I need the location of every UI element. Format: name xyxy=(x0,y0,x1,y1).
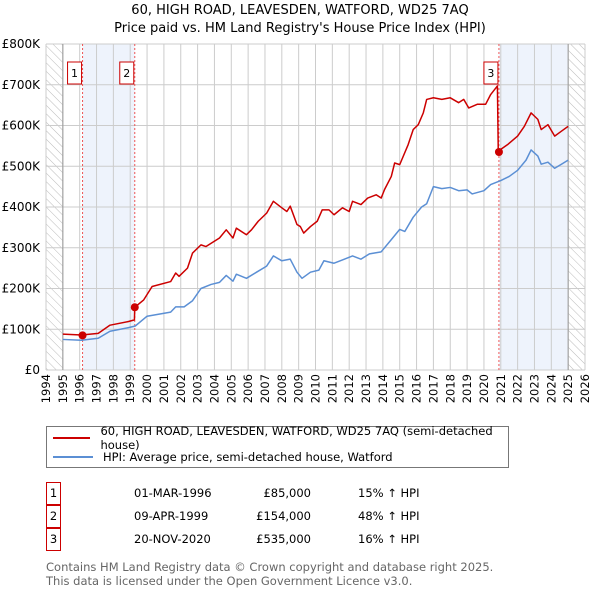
x-tick-label: 2018 xyxy=(443,374,457,403)
legend-label: HPI: Average price, semi-detached house,… xyxy=(103,450,393,464)
sale-hpi: 48% ↑ HPI xyxy=(358,509,420,523)
x-tick-label: 2015 xyxy=(393,374,407,403)
y-tick-label: £800K xyxy=(2,37,42,51)
sale-date: 01-MAR-1996 xyxy=(134,486,212,500)
sale-hpi: 15% ↑ HPI xyxy=(358,486,420,500)
x-tick-label: 2022 xyxy=(511,374,525,403)
sale-row: 1 01-MAR-1996 £85,000 15% ↑ HPI xyxy=(46,482,446,505)
sale-marker-label: 2 xyxy=(46,505,61,528)
hpi-line xyxy=(62,149,569,342)
x-tick-label: 1998 xyxy=(106,374,120,403)
x-tick-label: 2000 xyxy=(140,374,154,403)
x-tick-label: 2025 xyxy=(561,374,575,403)
y-tick-label: £500K xyxy=(2,159,42,173)
x-tick-label: 2026 xyxy=(578,374,592,403)
footer-line: This data is licensed under the Open Gov… xyxy=(46,574,413,588)
sale-label-rect xyxy=(483,61,499,85)
sale-point xyxy=(130,303,139,312)
sale-label-box: 1 xyxy=(67,61,83,85)
x-tick-label: 2001 xyxy=(157,374,171,403)
y-tick-label: £400K xyxy=(2,200,42,214)
sale-label-box: 3 xyxy=(483,61,499,85)
sale-label-rect xyxy=(67,61,83,85)
x-tick-label: 2009 xyxy=(292,374,306,403)
sale-point xyxy=(494,147,503,156)
footer-line: Contains HM Land Registry data © Crown c… xyxy=(46,560,494,574)
x-tick-label: 2010 xyxy=(309,374,323,403)
y-tick-label: £100K xyxy=(2,322,42,336)
x-tick-label: 2014 xyxy=(376,374,390,403)
y-tick-label: £200K xyxy=(2,282,42,296)
sale-price: £154,000 xyxy=(256,509,311,523)
x-tick-label: 1999 xyxy=(123,374,137,403)
x-tick-label: 1995 xyxy=(56,374,70,403)
sale-point xyxy=(78,331,87,340)
x-tick-label: 2013 xyxy=(359,374,373,403)
y-tick-label: £600K xyxy=(2,119,42,133)
x-tick-label: 2024 xyxy=(544,374,558,403)
x-tick-label: 2020 xyxy=(477,374,491,403)
sale-date: 20-NOV-2020 xyxy=(134,532,211,546)
price-paid-line xyxy=(62,85,569,336)
x-tick-label: 2012 xyxy=(342,374,356,403)
x-tick-label: 2016 xyxy=(410,374,424,403)
sale-label-rect xyxy=(119,61,135,85)
footer-attribution: Contains HM Land Registry data © Crown c… xyxy=(46,560,493,588)
legend: 60, HIGH ROAD, LEAVESDEN, WATFORD, WD25 … xyxy=(46,424,509,468)
sale-hpi: 16% ↑ HPI xyxy=(358,532,420,546)
x-tick-label: 2005 xyxy=(224,374,238,403)
x-tick-label: 2017 xyxy=(426,374,440,403)
x-tick-label: 2011 xyxy=(325,374,339,403)
legend-item-property: 60, HIGH ROAD, LEAVESDEN, WATFORD, WD25 … xyxy=(53,424,508,452)
legend-item-hpi: HPI: Average price, semi-detached house,… xyxy=(53,448,393,466)
sale-price: £85,000 xyxy=(263,486,311,500)
sale-marker-label: 3 xyxy=(46,528,61,551)
sale-marker-label: 1 xyxy=(46,482,61,505)
x-tick-label: 2008 xyxy=(275,374,289,403)
x-tick-label: 2004 xyxy=(207,374,221,403)
legend-swatch-blue xyxy=(53,456,93,458)
x-tick-label: 2019 xyxy=(460,374,474,403)
x-tick-label: 1994 xyxy=(39,374,53,403)
y-tick-label: £0 xyxy=(25,363,40,377)
sale-row: 2 09-APR-1999 £154,000 48% ↑ HPI xyxy=(46,505,446,528)
sale-date: 09-APR-1999 xyxy=(134,509,209,523)
sale-label-text: 1 xyxy=(71,67,78,80)
sale-label-text: 2 xyxy=(123,67,130,80)
x-tick-label: 2007 xyxy=(258,374,272,403)
x-tick-label: 2003 xyxy=(191,374,205,403)
sale-row: 3 20-NOV-2020 £535,000 16% ↑ HPI xyxy=(46,528,446,551)
chart-title: 60, HIGH ROAD, LEAVESDEN, WATFORD, WD25 … xyxy=(131,3,469,18)
x-tick-label: 2021 xyxy=(494,374,508,403)
sale-label-box: 2 xyxy=(119,61,135,85)
legend-swatch-red xyxy=(53,437,91,439)
y-tick-label: £300K xyxy=(2,241,42,255)
x-tick-label: 1996 xyxy=(73,374,87,403)
chart-subtitle: Price paid vs. HM Land Registry's House … xyxy=(114,21,486,36)
y-tick-label: £700K xyxy=(2,78,42,92)
x-tick-label: 1997 xyxy=(90,374,104,403)
x-tick-label: 2002 xyxy=(174,374,188,403)
legend-label: 60, HIGH ROAD, LEAVESDEN, WATFORD, WD25 … xyxy=(100,424,493,452)
sale-label-text: 3 xyxy=(487,67,494,80)
x-tick-label: 2023 xyxy=(527,374,541,403)
sale-price: £535,000 xyxy=(256,532,311,546)
x-tick-label: 2006 xyxy=(241,374,255,403)
plot-area: £0 £100K £200K £300K £400K £500K £600K £700K £80… xyxy=(2,37,592,403)
